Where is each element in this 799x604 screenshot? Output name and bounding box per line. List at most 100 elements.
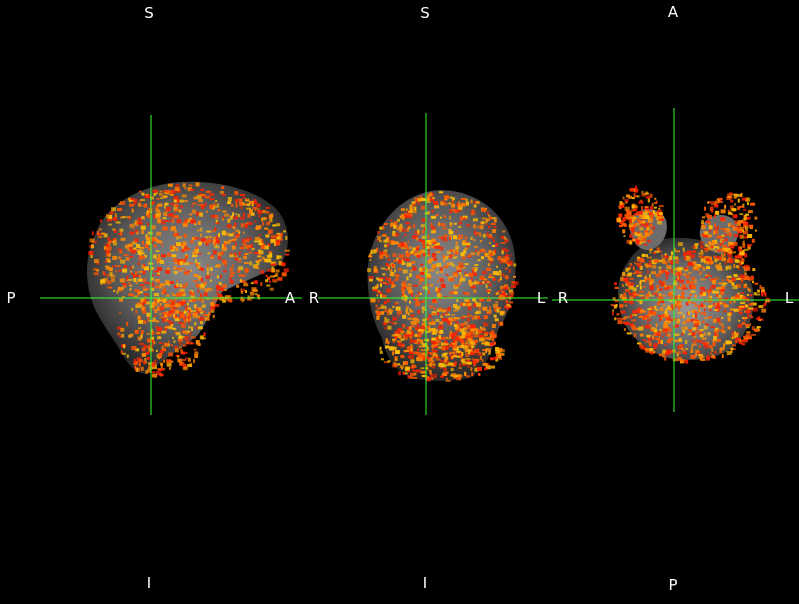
activation-voxel	[457, 335, 460, 338]
activation-voxel	[664, 287, 669, 290]
activation-voxel	[123, 344, 125, 348]
activation-voxel	[652, 335, 654, 339]
activation-voxel	[470, 252, 475, 255]
sagittal-view[interactable]	[40, 115, 302, 415]
activation-voxel	[178, 293, 182, 296]
activation-voxel	[128, 244, 133, 247]
activation-voxel	[616, 304, 618, 307]
activation-voxel	[627, 332, 632, 334]
activation-voxel	[665, 271, 669, 275]
activation-voxel	[651, 271, 656, 274]
activation-voxel	[154, 315, 156, 317]
activation-voxel	[263, 243, 265, 246]
activation-voxel	[450, 322, 452, 325]
activation-voxel	[193, 313, 198, 316]
activation-voxel	[382, 235, 387, 237]
activation-voxel	[641, 297, 644, 299]
activation-voxel	[143, 321, 146, 324]
activation-voxel	[713, 303, 715, 305]
activation-voxel	[679, 344, 682, 347]
activation-voxel	[409, 273, 412, 277]
activation-voxel	[433, 258, 437, 261]
activation-voxel	[639, 344, 643, 348]
activation-voxel	[191, 239, 194, 243]
activation-voxel	[155, 326, 157, 328]
activation-voxel	[677, 346, 679, 349]
activation-voxel	[255, 237, 260, 240]
activation-voxel	[243, 256, 247, 259]
activation-voxel	[448, 363, 453, 366]
activation-voxel	[461, 352, 463, 356]
activation-voxel	[180, 261, 184, 265]
activation-voxel	[122, 269, 127, 273]
activation-voxel	[261, 240, 263, 243]
activation-voxel	[744, 317, 746, 321]
activation-voxel	[649, 342, 652, 346]
activation-voxel	[381, 268, 385, 270]
activation-voxel	[686, 256, 690, 258]
coronal-view[interactable]	[318, 113, 548, 415]
activation-voxel	[685, 360, 688, 364]
activation-voxel	[413, 318, 418, 321]
activation-voxel	[232, 239, 237, 241]
activation-voxel	[421, 353, 425, 355]
activation-voxel	[210, 306, 215, 310]
activation-voxel	[716, 294, 718, 297]
axial-view[interactable]	[552, 108, 799, 412]
activation-voxel	[408, 241, 410, 243]
activation-voxel	[741, 278, 744, 281]
activation-voxel	[446, 378, 448, 380]
activation-voxel	[385, 268, 388, 270]
activation-voxel	[750, 203, 755, 206]
activation-voxel	[651, 265, 656, 269]
activation-voxel	[395, 331, 400, 334]
activation-voxel	[502, 260, 505, 263]
activation-voxel	[402, 330, 404, 333]
activation-voxel	[117, 291, 119, 294]
activation-voxel	[669, 256, 672, 260]
activation-voxel	[727, 276, 732, 278]
activation-voxel	[650, 206, 653, 210]
activation-voxel	[668, 293, 672, 295]
activation-voxel	[473, 218, 478, 221]
activation-voxel	[434, 246, 439, 249]
activation-voxel	[414, 334, 417, 337]
activation-voxel	[625, 199, 629, 202]
activation-voxel	[230, 280, 234, 284]
activation-voxel	[628, 212, 632, 215]
activation-voxel	[282, 262, 286, 266]
activation-voxel	[617, 313, 620, 315]
activation-voxel	[401, 355, 405, 358]
activation-voxel	[487, 281, 490, 283]
activation-voxel	[462, 364, 466, 366]
activation-voxel	[444, 223, 446, 227]
activation-voxel	[118, 270, 121, 272]
activation-voxel	[489, 351, 491, 355]
activation-voxel	[407, 286, 412, 290]
activation-voxel	[141, 354, 146, 356]
activation-voxel	[450, 223, 452, 227]
activation-voxel	[376, 295, 378, 297]
activation-voxel	[632, 326, 637, 330]
activation-voxel	[639, 226, 641, 228]
activation-voxel	[409, 355, 414, 359]
activation-voxel	[155, 303, 157, 306]
activation-voxel	[417, 324, 419, 327]
activation-voxel	[394, 279, 396, 281]
activation-voxel	[473, 360, 477, 364]
activation-voxel	[446, 380, 451, 382]
activation-voxel	[699, 274, 701, 276]
activation-voxel	[379, 251, 383, 255]
activation-voxel	[153, 190, 158, 193]
activation-voxel	[707, 215, 712, 219]
activation-voxel	[648, 199, 650, 203]
activation-voxel	[729, 259, 733, 263]
activation-voxel	[488, 292, 490, 294]
activation-voxel	[244, 204, 248, 206]
activation-voxel	[198, 266, 201, 269]
activation-voxel	[420, 272, 424, 275]
activation-voxel	[701, 225, 706, 229]
activation-voxel	[700, 279, 705, 281]
activation-voxel	[140, 205, 144, 207]
